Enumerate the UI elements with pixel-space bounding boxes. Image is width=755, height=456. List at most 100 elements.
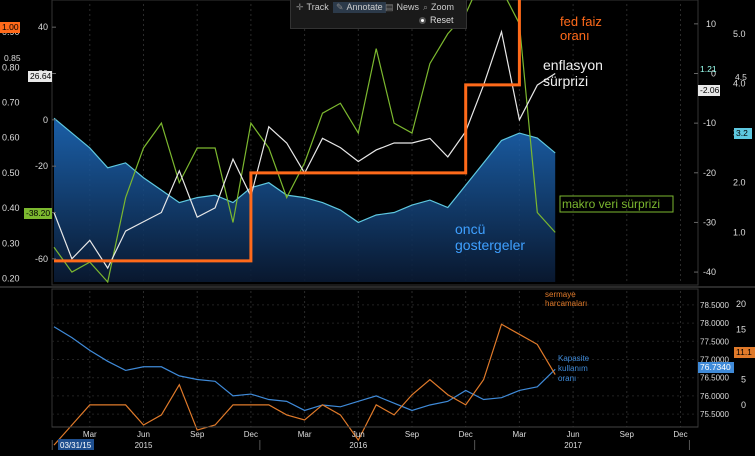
bottom-right-outer-tick-label: 77.0000 xyxy=(700,356,729,365)
value-labels-group: 1.000.8526.64-38.201.21-2.064.53.211.176… xyxy=(0,22,755,373)
bottom-right-outer-tick-label: 76.5000 xyxy=(700,374,729,383)
bottom-right-inner-tick-label: 5 xyxy=(741,375,746,385)
annotate-label: Annotate xyxy=(346,2,383,12)
right-inner-tick-label: 10 xyxy=(706,19,716,29)
annotation-capacity-line1: Kapasite xyxy=(558,354,590,363)
first-date-label: 03/31/15 xyxy=(60,441,92,450)
x-year-label: 2015 xyxy=(135,441,153,450)
x-tick-label: Sep xyxy=(620,430,635,439)
annotation-inflation-line2: sürprizi xyxy=(543,73,588,89)
capacity-last-value: 76.7340 xyxy=(700,362,731,372)
leading-indicators-area xyxy=(54,118,556,282)
bottom-series-group xyxy=(53,323,556,446)
right-inner-tick-label: -20 xyxy=(703,168,716,178)
left-outer-tick-label: 0.20 xyxy=(2,273,20,283)
left-outer-last-value: 1.00 xyxy=(2,22,19,32)
annotation-leading-line1: oncü xyxy=(455,221,485,237)
left-outer-tick-label: 0.70 xyxy=(2,98,20,108)
right-outer-mid-value: 3.2 xyxy=(736,128,748,138)
bottom-right-inner-tick-label: 20 xyxy=(736,299,746,309)
right-outer-high-value: 4.5 xyxy=(735,72,747,82)
macro-surprise-line xyxy=(53,0,556,284)
right-outer-tick-label: 1.0 xyxy=(733,227,746,237)
right-inner-tick-label: -30 xyxy=(703,217,716,227)
news-label: News xyxy=(396,2,420,12)
x-tick-label: Sep xyxy=(405,430,420,439)
left-inner-tick-label: -20 xyxy=(35,161,48,171)
x-year-label: 2016 xyxy=(349,441,367,450)
left-outer-mid-value: 0.85 xyxy=(4,53,21,63)
left-outer-last-value-box xyxy=(0,22,20,33)
annotation-capacity-line2: kullanım xyxy=(558,364,588,373)
right-inner-last-value: 1.21 xyxy=(700,64,717,74)
right-outer-tick-label: 2.0 xyxy=(733,178,746,188)
annotation-inflation-line1: enflasyon xyxy=(543,57,603,73)
annotate-tool[interactable]: ✎ Annotate xyxy=(333,2,386,13)
right-inner-tick-label: -10 xyxy=(703,118,716,128)
bottom-right-inner-tick-label: 0 xyxy=(741,400,746,410)
news-icon: ▤ xyxy=(385,2,394,12)
annotation-fed-line1: fed faiz xyxy=(560,14,602,29)
bottom-right-outer-tick-label: 77.5000 xyxy=(700,337,729,346)
left-outer-tick-label: 0.40 xyxy=(2,203,20,213)
right-outer-tick-label: 4.0 xyxy=(733,78,746,88)
annotation-macro-box xyxy=(559,195,674,213)
left-inner-last-value-box xyxy=(28,71,52,82)
bottom-right-inner-tick-label: 15 xyxy=(736,324,746,334)
capex-last-value: 11.1 xyxy=(736,347,752,357)
bottom-right-outer-tick-label: 75.5000 xyxy=(700,410,729,419)
right-inner-low-value-box xyxy=(698,85,720,96)
annotation-macro: makro veri sürprizi xyxy=(562,197,660,211)
left-inner-tick-label: 0 xyxy=(43,115,48,125)
chart-toolbar: ✛ Track ✎ Annotate ▤ News ⌕ Zoom Reset xyxy=(290,0,467,29)
capex-last-value-box xyxy=(734,347,755,358)
capex-line xyxy=(53,323,556,446)
x-tick-label: Sep xyxy=(190,430,205,439)
zoom-icon: ⌕ xyxy=(423,2,429,12)
bottom-right-outer-tick-label: 78.0000 xyxy=(700,319,729,328)
reset-radio-icon xyxy=(419,17,426,24)
left-inner-low-value: -38.20 xyxy=(26,208,50,218)
x-axis: Mar Jun Sep Dec Mar Jun Sep Dec Mar Jun Sep Dec 2015… xyxy=(51,426,698,450)
reset-button[interactable]: Reset xyxy=(419,15,454,25)
left-inner-tick-label: -60 xyxy=(35,254,48,264)
top-panel-frame xyxy=(51,0,699,286)
left-outer-tick-label: 0.30 xyxy=(2,238,20,248)
track-label: Track xyxy=(306,2,329,12)
annotation-fed-line2: oranı xyxy=(560,28,590,43)
left-outer-tick-label: 0.60 xyxy=(2,133,20,143)
x-tick-label: Mar xyxy=(83,430,97,439)
x-tick-label: Mar xyxy=(513,430,527,439)
x-tick-label: Dec xyxy=(459,430,473,439)
right-outer-tick-label: 5.0 xyxy=(733,29,746,39)
right-inner-tick-label: -40 xyxy=(703,267,716,277)
annotation-capacity-line3: oranı xyxy=(558,374,576,383)
fed-rate-line xyxy=(54,0,521,263)
left-inner-tick-label: 40 xyxy=(38,22,48,32)
x-tick-label: Jun xyxy=(567,430,580,439)
track-tool[interactable]: ✛ Track xyxy=(296,2,329,13)
right-outer-mid-value-box xyxy=(734,128,752,139)
left-outer-tick-label: 0.80 xyxy=(2,62,20,72)
right-inner-low-value: -2.06 xyxy=(700,85,720,95)
x-tick-label: Dec xyxy=(244,430,258,439)
capacity-last-value-box xyxy=(698,362,734,373)
reset-label: Reset xyxy=(430,15,454,25)
pencil-icon: ✎ xyxy=(336,2,344,12)
top-series-group xyxy=(53,0,556,284)
news-tool[interactable]: ▤ News xyxy=(385,2,419,13)
x-tick-label: Mar xyxy=(298,430,312,439)
x-tick-label: Jun xyxy=(352,430,365,439)
left-outer-tick-label: 0.50 xyxy=(2,168,20,178)
bottom-right-outer-tick-label: 76.0000 xyxy=(700,392,729,401)
zoom-label: Zoom xyxy=(431,2,455,12)
first-date-box xyxy=(58,439,94,450)
annotation-capex-line2: harcamaları xyxy=(545,299,587,308)
right-inner-tick-label: 0 xyxy=(711,69,716,79)
zoom-tool[interactable]: ⌕ Zoom xyxy=(423,2,454,13)
bottom-right-outer-tick-label: 78.5000 xyxy=(700,301,729,310)
left-inner-low-value-box xyxy=(24,208,52,219)
annotation-capex-line1: sermaye xyxy=(545,290,576,299)
x-year-label: 2017 xyxy=(564,441,582,450)
